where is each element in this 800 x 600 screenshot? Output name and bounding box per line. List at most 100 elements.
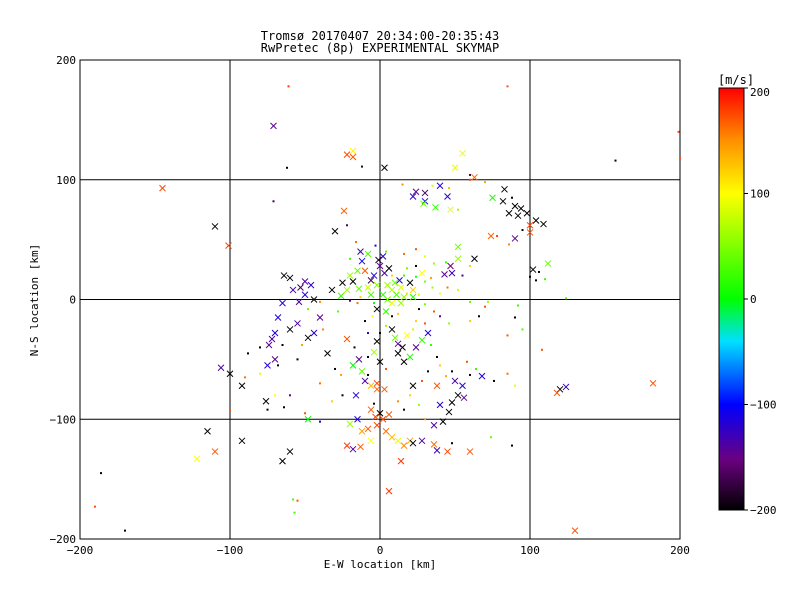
data-point-dot	[514, 316, 516, 319]
data-point-cross	[451, 164, 459, 172]
data-point-cross	[501, 185, 508, 193]
data-point-cross	[532, 217, 540, 224]
data-point-cross	[349, 362, 357, 369]
data-point-cross	[310, 296, 318, 303]
y-tick-label: −100	[50, 413, 77, 426]
data-point-dot	[490, 436, 492, 439]
data-point-cross	[286, 448, 294, 455]
data-point-cross	[447, 206, 454, 214]
data-point-cross	[264, 362, 271, 369]
data-point-cross	[526, 221, 534, 229]
data-point-cross	[286, 274, 294, 282]
data-point-cross	[358, 257, 366, 265]
data-point-dot	[433, 262, 435, 265]
data-point-dot	[371, 315, 374, 318]
data-point-dot	[541, 348, 543, 351]
data-point-cross	[459, 150, 466, 157]
data-point-dot	[496, 235, 498, 238]
data-point-dot	[439, 292, 441, 295]
data-point-dot	[535, 279, 537, 282]
data-point-dot	[247, 352, 249, 355]
data-point-cross	[448, 269, 456, 277]
colorbar-tick-label: 0	[750, 293, 757, 306]
data-point-dot	[385, 250, 387, 253]
data-point-dot	[355, 241, 357, 244]
data-point-dot	[448, 322, 450, 325]
data-point-dot	[289, 394, 291, 397]
data-point-cross	[367, 276, 375, 284]
data-point-dot	[418, 293, 420, 296]
data-point-cross	[340, 207, 348, 215]
x-tick-label: 100	[520, 544, 540, 557]
data-point-dot	[412, 328, 414, 331]
data-point-cross	[367, 291, 375, 299]
data-point-cross	[379, 415, 387, 423]
data-point-dot	[484, 181, 486, 184]
data-point-dot	[283, 406, 285, 409]
data-point-dot	[307, 308, 309, 311]
x-tick-label: −100	[217, 544, 244, 557]
data-point-cross	[238, 382, 246, 390]
data-point-dot	[100, 472, 102, 475]
data-point-dot	[475, 367, 477, 370]
data-point-cross	[339, 279, 346, 287]
data-point-dot	[364, 320, 366, 323]
data-point-cross	[409, 382, 417, 390]
data-point-dot	[565, 297, 567, 300]
data-point-dot	[677, 130, 680, 133]
data-point-cross	[384, 281, 391, 289]
data-point-cross	[343, 335, 351, 343]
data-point-cross	[553, 389, 561, 397]
data-point-cross	[517, 205, 525, 212]
data-point-cross	[382, 427, 390, 435]
grid-lines	[80, 60, 680, 539]
data-point-cross	[571, 527, 579, 534]
data-point-cross	[478, 372, 486, 380]
y-tick-label: 100	[56, 174, 76, 187]
data-point-dot	[356, 302, 359, 305]
data-point-cross	[354, 415, 361, 423]
data-point-cross	[436, 182, 444, 190]
data-point-dot	[421, 379, 423, 382]
data-point-cross	[238, 437, 246, 445]
data-point-cross	[444, 448, 451, 455]
data-point-cross	[343, 151, 351, 158]
data-point-dot	[403, 252, 405, 255]
data-point-cross	[454, 255, 462, 263]
data-point-cross	[301, 278, 309, 285]
data-point-dot	[266, 408, 269, 411]
data-point-cross	[388, 299, 396, 307]
data-point-dot	[341, 394, 344, 397]
data-point-dot	[418, 308, 420, 311]
data-point-cross	[346, 420, 354, 428]
data-point-dot	[511, 196, 513, 199]
colorbar-label: [m/s]	[718, 73, 754, 87]
data-point-dot	[367, 373, 369, 376]
y-tick-label: −200	[50, 533, 77, 546]
data-point-cross	[271, 329, 279, 337]
data-point-cross	[391, 334, 399, 342]
data-point-cross	[424, 329, 432, 337]
data-point-dot	[514, 384, 516, 387]
data-point-dot	[379, 332, 381, 335]
data-point-dot	[445, 261, 447, 264]
data-point-cross	[357, 443, 364, 451]
data-point-dot	[281, 344, 284, 347]
data-point-cross	[451, 377, 459, 385]
data-point-dot	[367, 355, 369, 358]
data-point-cross	[523, 209, 531, 217]
data-point-cross	[471, 255, 478, 263]
data-point-cross	[466, 448, 474, 455]
data-point-dot	[529, 275, 531, 278]
data-point-dot	[448, 187, 450, 190]
data-point-dot	[431, 184, 434, 187]
data-point-cross	[211, 448, 219, 455]
data-point-dot	[287, 85, 290, 88]
data-point-cross	[159, 184, 166, 192]
data-point-cross	[375, 256, 382, 264]
data-point-cross	[381, 385, 388, 393]
data-point-cross	[400, 293, 408, 301]
chart-subtitle: RwPretec (8p) EXPERIMENTAL SKYMAP	[261, 41, 499, 55]
data-point-cross	[526, 229, 534, 236]
data-point-dot	[469, 178, 471, 181]
